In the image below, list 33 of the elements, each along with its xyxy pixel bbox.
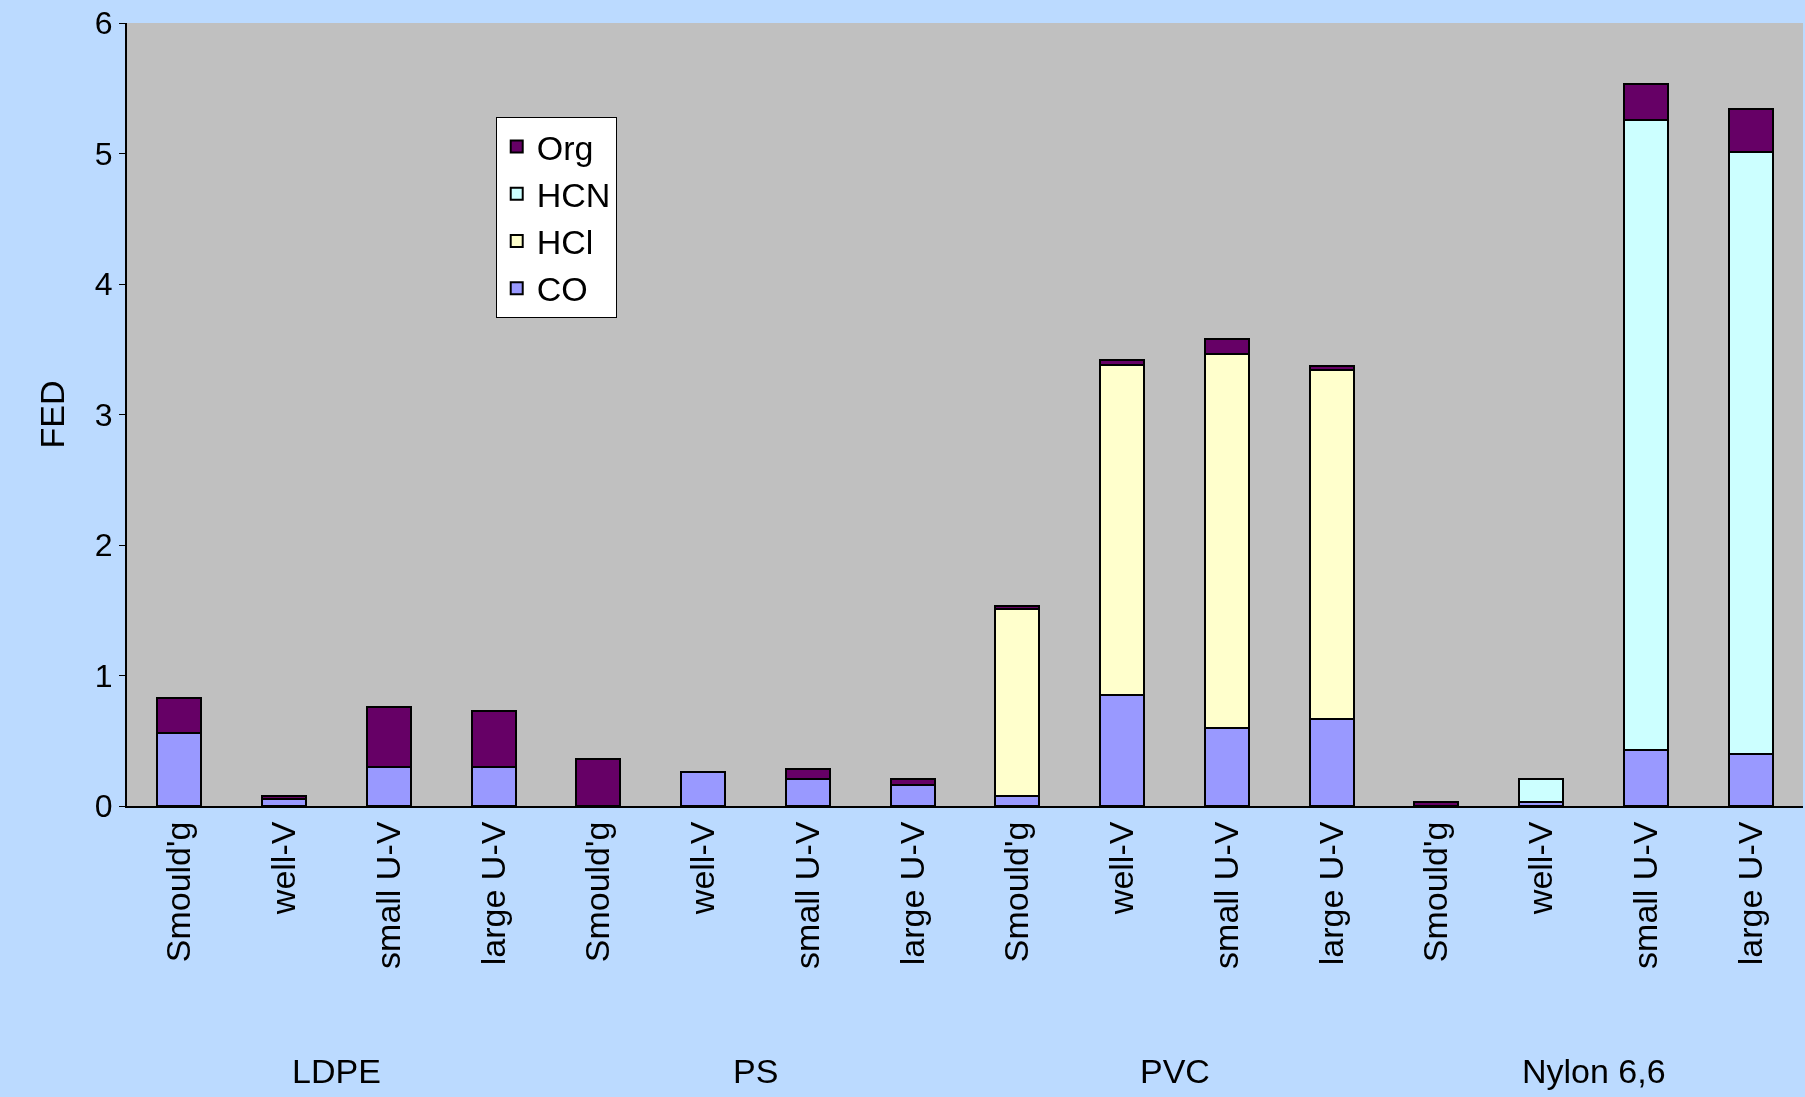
text: LDPE (292, 1052, 381, 1090)
x-tick-label: large U-V (1311, 821, 1350, 966)
y-axis-title: FED (32, 380, 71, 449)
x-tick-label: well-V (683, 821, 722, 916)
x-tick-label: small U-V (1206, 821, 1245, 969)
x-tick-label: Smould'g (159, 821, 198, 963)
y-tick-label: 0 (94, 788, 113, 825)
y-tick-label: 3 (94, 396, 113, 433)
y-tick-label: 6 (94, 5, 113, 42)
x-tick-label: well-V (264, 821, 303, 916)
x-tick-label: small U-V (787, 821, 826, 969)
legend-label: CO (536, 270, 588, 309)
text: PS (733, 1052, 779, 1090)
y-tick-label: 5 (94, 135, 113, 172)
bar (1518, 777, 1565, 804)
legend-label: HCN (536, 176, 611, 215)
x-tick-label: Smould'g (578, 821, 617, 963)
x-tick-label: Smould'g (1416, 821, 1455, 963)
text: Nylon 6,6 (1522, 1052, 1666, 1090)
text: PVC (1140, 1052, 1210, 1090)
x-tick-label: Smould'g (997, 821, 1036, 963)
legend-label: Org (536, 128, 594, 167)
x-tick-label: well-V (1102, 821, 1141, 916)
x-tick-label: small U-V (368, 821, 407, 969)
x-tick-label: large U-V (473, 821, 512, 966)
x-tick-label: large U-V (892, 821, 931, 966)
x-tick-label: small U-V (1625, 821, 1664, 969)
y-tick-label: 4 (94, 266, 113, 303)
legend-label: HCl (536, 223, 594, 262)
x-tick-label: large U-V (1730, 821, 1769, 966)
y-tick-label: 1 (94, 657, 113, 694)
y-tick-label: 2 (94, 527, 113, 564)
x-tick-label: well-V (1521, 821, 1560, 916)
